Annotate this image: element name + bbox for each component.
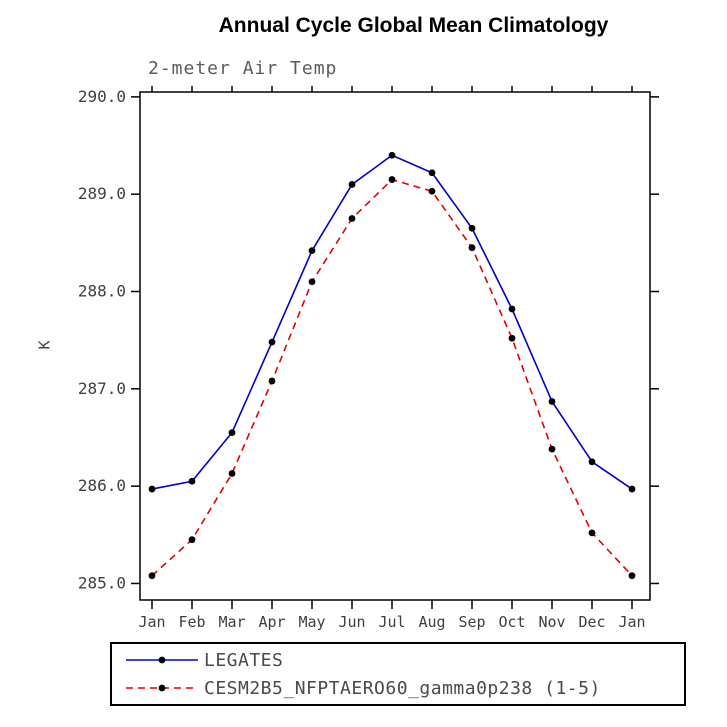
svg-text:Dec: Dec [578, 613, 605, 631]
svg-text:May: May [298, 613, 325, 631]
svg-text:Oct: Oct [498, 613, 525, 631]
svg-text:Mar: Mar [218, 613, 245, 631]
legend-entry-legates: LEGATES [124, 648, 684, 672]
legend-label-legates: LEGATES [204, 649, 284, 671]
svg-text:286.0: 286.0 [78, 476, 126, 495]
svg-text:285.0: 285.0 [78, 573, 126, 592]
svg-text:Aug: Aug [418, 613, 445, 631]
svg-text:287.0: 287.0 [78, 379, 126, 398]
svg-text:Apr: Apr [258, 613, 285, 631]
svg-text:Feb: Feb [178, 613, 205, 631]
svg-text:289.0: 289.0 [78, 184, 126, 203]
legend-label-cesm: CESM2B5_NFPTAERO60_gamma0p238 (1-5) [204, 677, 601, 699]
svg-text:Jul: Jul [378, 613, 405, 631]
legend-swatch-solid-line [126, 656, 198, 664]
svg-text:Nov: Nov [538, 613, 565, 631]
legend-box: LEGATES CESM2B5_NFPTAERO60_gamma0p238 (1… [110, 642, 686, 706]
svg-text:Jun: Jun [338, 613, 365, 631]
chart-subtitle: 2-meter Air Temp [148, 58, 338, 79]
svg-text:290.0: 290.0 [78, 87, 126, 106]
svg-text:Sep: Sep [458, 613, 485, 631]
svg-text:Jan: Jan [618, 613, 645, 631]
svg-text:288.0: 288.0 [78, 282, 126, 301]
legend-entry-cesm: CESM2B5_NFPTAERO60_gamma0p238 (1-5) [124, 676, 684, 700]
svg-text:Jan: Jan [138, 613, 165, 631]
chart-title: Annual Cycle Global Mean Climatology [218, 14, 609, 37]
legend-swatch-dashed-line [126, 684, 198, 692]
